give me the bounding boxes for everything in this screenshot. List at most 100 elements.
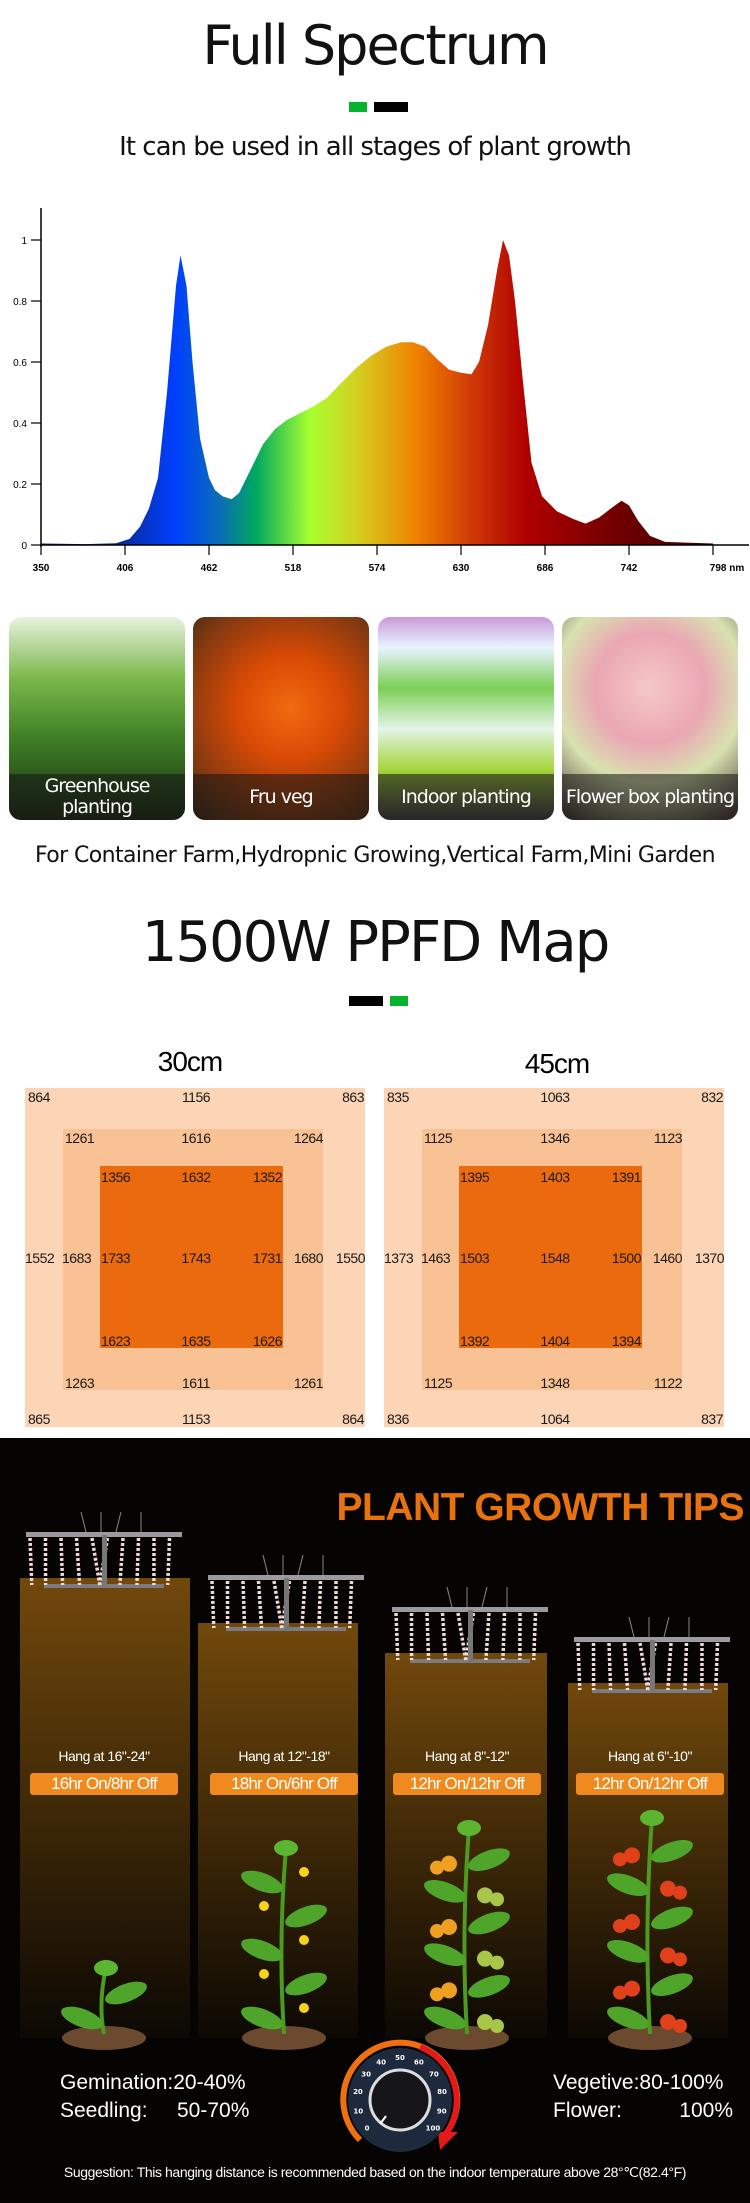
ppfd-value-outer: 864	[28, 1089, 50, 1105]
leaf	[457, 1820, 481, 1836]
light-beam	[198, 1623, 358, 2038]
suggestion-note: Suggestion: This hanging distance is rec…	[63, 2164, 687, 2180]
ppfd-value-inner: 1632	[181, 1169, 211, 1185]
leaf	[607, 2006, 649, 2030]
card-label: Flower box planting	[562, 774, 738, 820]
x-tick-label: 574	[369, 563, 386, 574]
lamp-hinge	[284, 1578, 289, 1630]
led-bar	[210, 1580, 216, 1629]
card-flower-box: Flower box planting	[562, 617, 738, 820]
led-bar	[638, 1642, 650, 1691]
light-schedule-badge: 16hr On/8hr Off	[30, 1773, 178, 1795]
dial-tick-label: 60	[414, 2058, 424, 2066]
fruit	[490, 2019, 504, 2033]
leaf	[651, 1906, 693, 1930]
ppfd-value-mid: 1348	[540, 1375, 570, 1391]
ppfd-value-outer: 865	[28, 1411, 50, 1427]
leaf	[640, 1810, 664, 1826]
leaf	[468, 1848, 510, 1871]
dial-tick-label: 70	[429, 2071, 439, 2079]
flower	[299, 1867, 309, 1877]
ppfd-value-inner: 1731	[252, 1250, 283, 1266]
leaf	[651, 1973, 693, 1996]
lamps-and-plants-illustration: 0 10 20 30 40 50 60 70 80 90 100	[26, 1511, 730, 2152]
ppfd-value-outer: 837	[701, 1411, 723, 1427]
led-bar	[425, 1612, 431, 1661]
led-bar	[118, 1537, 125, 1586]
x-tick-label: 686	[537, 563, 554, 574]
ppfd-value-outer: 1063	[540, 1089, 570, 1105]
ppfd-value-mid: 1261	[65, 1130, 95, 1146]
leaf	[105, 1981, 147, 2005]
plant-icon	[424, 1820, 510, 2050]
led-bar	[59, 1537, 65, 1586]
dimmer-knob-icon: 0 10 20 30 40 50 60 70 80 90 100	[340, 2039, 461, 2152]
lamp-hinge	[102, 1535, 107, 1587]
dial-tick-label: 0	[365, 2125, 370, 2133]
led-bar	[135, 1537, 141, 1586]
led-bar	[272, 1580, 284, 1629]
stem	[645, 1817, 654, 2035]
leaf	[424, 1943, 466, 1966]
ppfd-value-mid: 1460	[652, 1250, 683, 1266]
led-bar	[456, 1612, 468, 1661]
knob	[368, 2068, 432, 2132]
ppfd-value-mid: 1616	[181, 1130, 211, 1146]
flower	[259, 1901, 269, 1911]
ppfd-value-mid: 1683	[62, 1250, 92, 1266]
fruit	[441, 1982, 457, 1999]
led-bar	[90, 1537, 102, 1586]
soil-mound	[62, 2026, 146, 2050]
card-greenhouse: Greenhouse planting	[9, 617, 185, 820]
ppfd-value-inner: 1548	[540, 1250, 570, 1266]
tips-title: PLANT GROWTH TIPS	[336, 1486, 745, 1529]
leaf	[61, 2006, 103, 2030]
fruit	[613, 1985, 627, 2000]
fruit	[613, 1852, 627, 1867]
ppfd-value-outer: 1550	[335, 1250, 366, 1266]
ppfd-value-mid: 1122	[653, 1375, 683, 1391]
y-tick-label: 0.6	[13, 358, 27, 369]
ppfd-value-inner: 1391	[611, 1169, 642, 1185]
dial-tick-label: 10	[353, 2107, 363, 2115]
ppfd-value-mid: 1125	[424, 1375, 453, 1391]
leaf	[241, 1938, 283, 1962]
leaf	[607, 1873, 649, 1896]
lamp-frame	[26, 1532, 182, 1537]
dial-tick-label: 100	[426, 2125, 441, 2133]
ppfd-value-outer: 1552	[25, 1250, 55, 1266]
dial-tick-label: 50	[395, 2054, 405, 2062]
map-height-label: 30cm	[157, 1046, 223, 1077]
fruit	[430, 1987, 444, 2002]
dial-tick-label: 40	[376, 2058, 386, 2066]
ppfd-value-inner: 1626	[252, 1333, 283, 1349]
led-bar	[241, 1580, 247, 1629]
ppfd-value-inner: 1356	[101, 1169, 131, 1185]
fruit	[477, 1887, 493, 1904]
soil-mound	[242, 2026, 326, 2050]
y-tick-label: 0.8	[13, 297, 27, 308]
knob-indicator	[379, 2115, 387, 2125]
led-bar	[607, 1642, 613, 1691]
hang-height: Hang at 6"-10"	[608, 1748, 692, 1764]
led-bar	[256, 1580, 264, 1629]
fruit	[673, 1885, 687, 1900]
fruit	[673, 2019, 687, 2033]
ppfd-value-inner: 1500	[611, 1250, 642, 1266]
ppfd-value-outer: 1156	[181, 1089, 211, 1105]
hang-height: Hang at 12"-18"	[238, 1748, 330, 1764]
leaf	[94, 1960, 118, 1976]
ppfd-value-outer: 832	[701, 1089, 723, 1105]
x-tick-label: 462	[201, 563, 218, 574]
leaf	[285, 1904, 327, 1928]
fruit	[441, 1919, 457, 1935]
ppfd-value-mid: 1123	[653, 1130, 683, 1146]
lamp-frame	[208, 1575, 364, 1580]
accent-bar-black	[374, 102, 408, 112]
dial-tick-label: 80	[437, 2088, 447, 2096]
accent-bar-green	[349, 102, 367, 112]
fruit	[660, 1947, 676, 1964]
flower-label: Flower:	[553, 2099, 622, 2122]
hanging-wire	[80, 1511, 87, 1533]
x-tick-label: 742	[621, 563, 638, 574]
